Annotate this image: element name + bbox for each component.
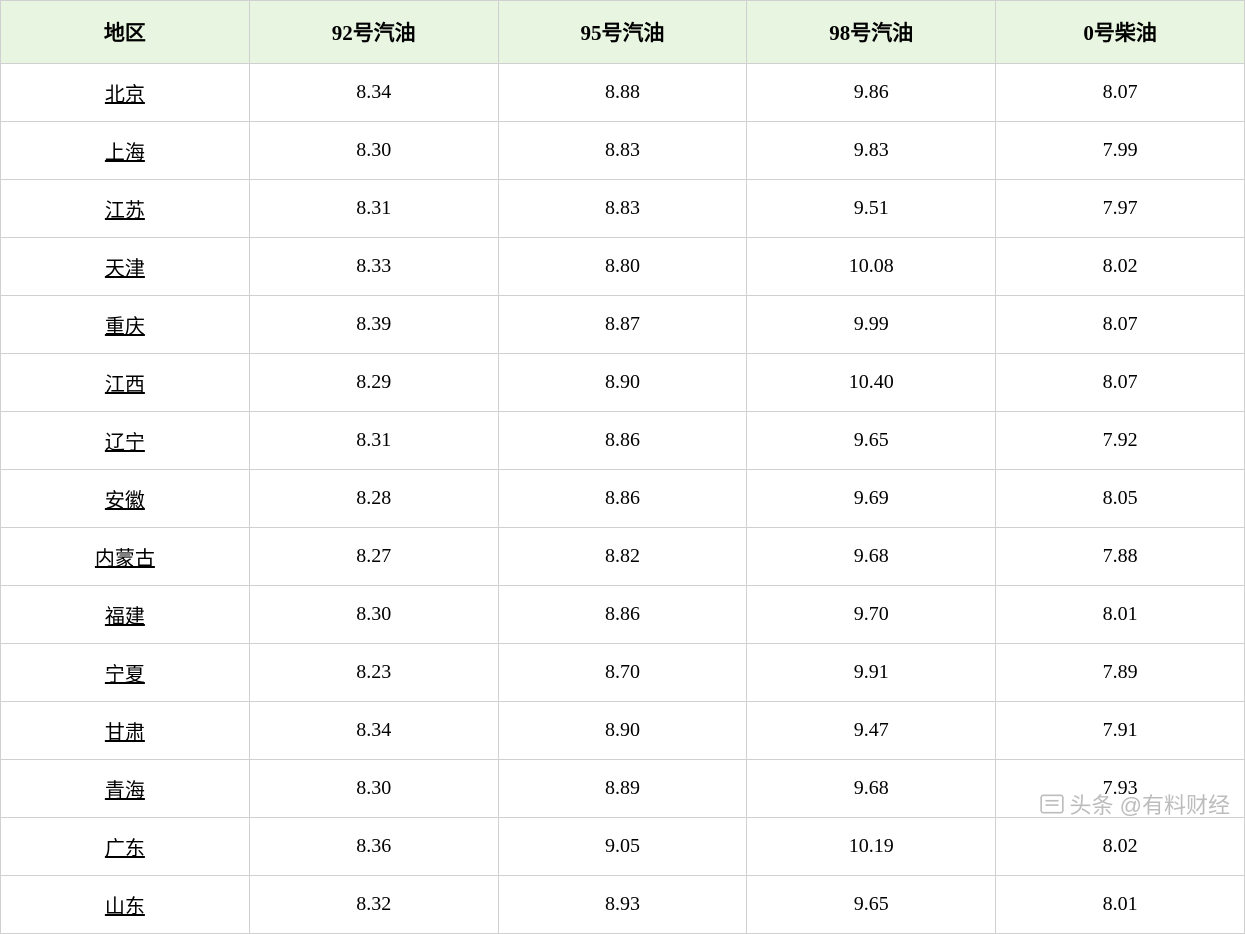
price-cell: 10.08: [747, 238, 996, 296]
price-cell: 8.36: [249, 818, 498, 876]
region-link[interactable]: 山东: [1, 876, 250, 934]
table-row: 辽宁8.318.869.657.92: [1, 412, 1245, 470]
table-row: 安徽8.288.869.698.05: [1, 470, 1245, 528]
price-cell: 9.47: [747, 702, 996, 760]
price-cell: 7.99: [996, 122, 1245, 180]
price-cell: 10.40: [747, 354, 996, 412]
price-cell: 8.07: [996, 296, 1245, 354]
price-cell: 8.01: [996, 586, 1245, 644]
region-link[interactable]: 天津: [1, 238, 250, 296]
col-header-region: 地区: [1, 1, 250, 64]
price-cell: 8.86: [498, 470, 747, 528]
price-cell: 8.80: [498, 238, 747, 296]
region-link[interactable]: 广东: [1, 818, 250, 876]
price-cell: 9.05: [498, 818, 747, 876]
col-header-95: 95号汽油: [498, 1, 747, 64]
price-cell: 9.51: [747, 180, 996, 238]
table-row: 甘肃8.348.909.477.91: [1, 702, 1245, 760]
col-header-0: 0号柴油: [996, 1, 1245, 64]
price-cell: 8.23: [249, 644, 498, 702]
region-link[interactable]: 江西: [1, 354, 250, 412]
table-row: 北京8.348.889.868.07: [1, 64, 1245, 122]
region-link[interactable]: 上海: [1, 122, 250, 180]
price-cell: 8.07: [996, 64, 1245, 122]
price-cell: 7.88: [996, 528, 1245, 586]
table-row: 宁夏8.238.709.917.89: [1, 644, 1245, 702]
price-cell: 8.05: [996, 470, 1245, 528]
price-cell: 9.65: [747, 876, 996, 934]
price-cell: 7.97: [996, 180, 1245, 238]
price-cell: 10.19: [747, 818, 996, 876]
price-cell: 8.30: [249, 122, 498, 180]
price-cell: 9.68: [747, 760, 996, 818]
table-row: 广东8.369.0510.198.02: [1, 818, 1245, 876]
price-cell: 8.31: [249, 412, 498, 470]
table-row: 山东8.328.939.658.01: [1, 876, 1245, 934]
table-row: 天津8.338.8010.088.02: [1, 238, 1245, 296]
price-cell: 9.69: [747, 470, 996, 528]
price-cell: 8.86: [498, 586, 747, 644]
col-header-92: 92号汽油: [249, 1, 498, 64]
region-link[interactable]: 重庆: [1, 296, 250, 354]
price-cell: 9.68: [747, 528, 996, 586]
region-link[interactable]: 北京: [1, 64, 250, 122]
price-cell: 8.89: [498, 760, 747, 818]
price-cell: 8.29: [249, 354, 498, 412]
region-link[interactable]: 福建: [1, 586, 250, 644]
price-cell: 9.86: [747, 64, 996, 122]
price-cell: 8.30: [249, 586, 498, 644]
table-row: 江西8.298.9010.408.07: [1, 354, 1245, 412]
price-cell: 8.28: [249, 470, 498, 528]
region-link[interactable]: 青海: [1, 760, 250, 818]
price-cell: 7.89: [996, 644, 1245, 702]
watermark-text: 头条 @有料财经: [1070, 788, 1230, 820]
price-cell: 9.91: [747, 644, 996, 702]
price-cell: 9.83: [747, 122, 996, 180]
region-link[interactable]: 内蒙古: [1, 528, 250, 586]
price-cell: 8.32: [249, 876, 498, 934]
watermark: 头条 @有料财经: [1039, 788, 1230, 820]
price-cell: 8.82: [498, 528, 747, 586]
region-link[interactable]: 甘肃: [1, 702, 250, 760]
price-cell: 8.90: [498, 354, 747, 412]
price-cell: 8.31: [249, 180, 498, 238]
table-header-row: 地区 92号汽油 95号汽油 98号汽油 0号柴油: [1, 1, 1245, 64]
price-cell: 8.39: [249, 296, 498, 354]
price-cell: 7.92: [996, 412, 1245, 470]
price-cell: 8.34: [249, 64, 498, 122]
price-cell: 9.99: [747, 296, 996, 354]
price-cell: 8.86: [498, 412, 747, 470]
table-row: 重庆8.398.879.998.07: [1, 296, 1245, 354]
price-cell: 9.70: [747, 586, 996, 644]
table-row: 上海8.308.839.837.99: [1, 122, 1245, 180]
table-row: 江苏8.318.839.517.97: [1, 180, 1245, 238]
region-link[interactable]: 江苏: [1, 180, 250, 238]
price-cell: 8.83: [498, 180, 747, 238]
price-cell: 8.90: [498, 702, 747, 760]
price-cell: 8.33: [249, 238, 498, 296]
price-cell: 8.01: [996, 876, 1245, 934]
price-cell: 8.88: [498, 64, 747, 122]
col-header-98: 98号汽油: [747, 1, 996, 64]
price-cell: 8.27: [249, 528, 498, 586]
price-cell: 8.70: [498, 644, 747, 702]
region-link[interactable]: 宁夏: [1, 644, 250, 702]
price-cell: 8.02: [996, 818, 1245, 876]
price-cell: 8.87: [498, 296, 747, 354]
table-row: 内蒙古8.278.829.687.88: [1, 528, 1245, 586]
price-cell: 8.02: [996, 238, 1245, 296]
region-link[interactable]: 辽宁: [1, 412, 250, 470]
price-cell: 7.91: [996, 702, 1245, 760]
toutiao-icon: [1039, 791, 1065, 817]
price-cell: 8.07: [996, 354, 1245, 412]
price-cell: 8.83: [498, 122, 747, 180]
table-row: 福建8.308.869.708.01: [1, 586, 1245, 644]
price-cell: 8.93: [498, 876, 747, 934]
price-cell: 8.30: [249, 760, 498, 818]
price-cell: 9.65: [747, 412, 996, 470]
price-cell: 8.34: [249, 702, 498, 760]
region-link[interactable]: 安徽: [1, 470, 250, 528]
